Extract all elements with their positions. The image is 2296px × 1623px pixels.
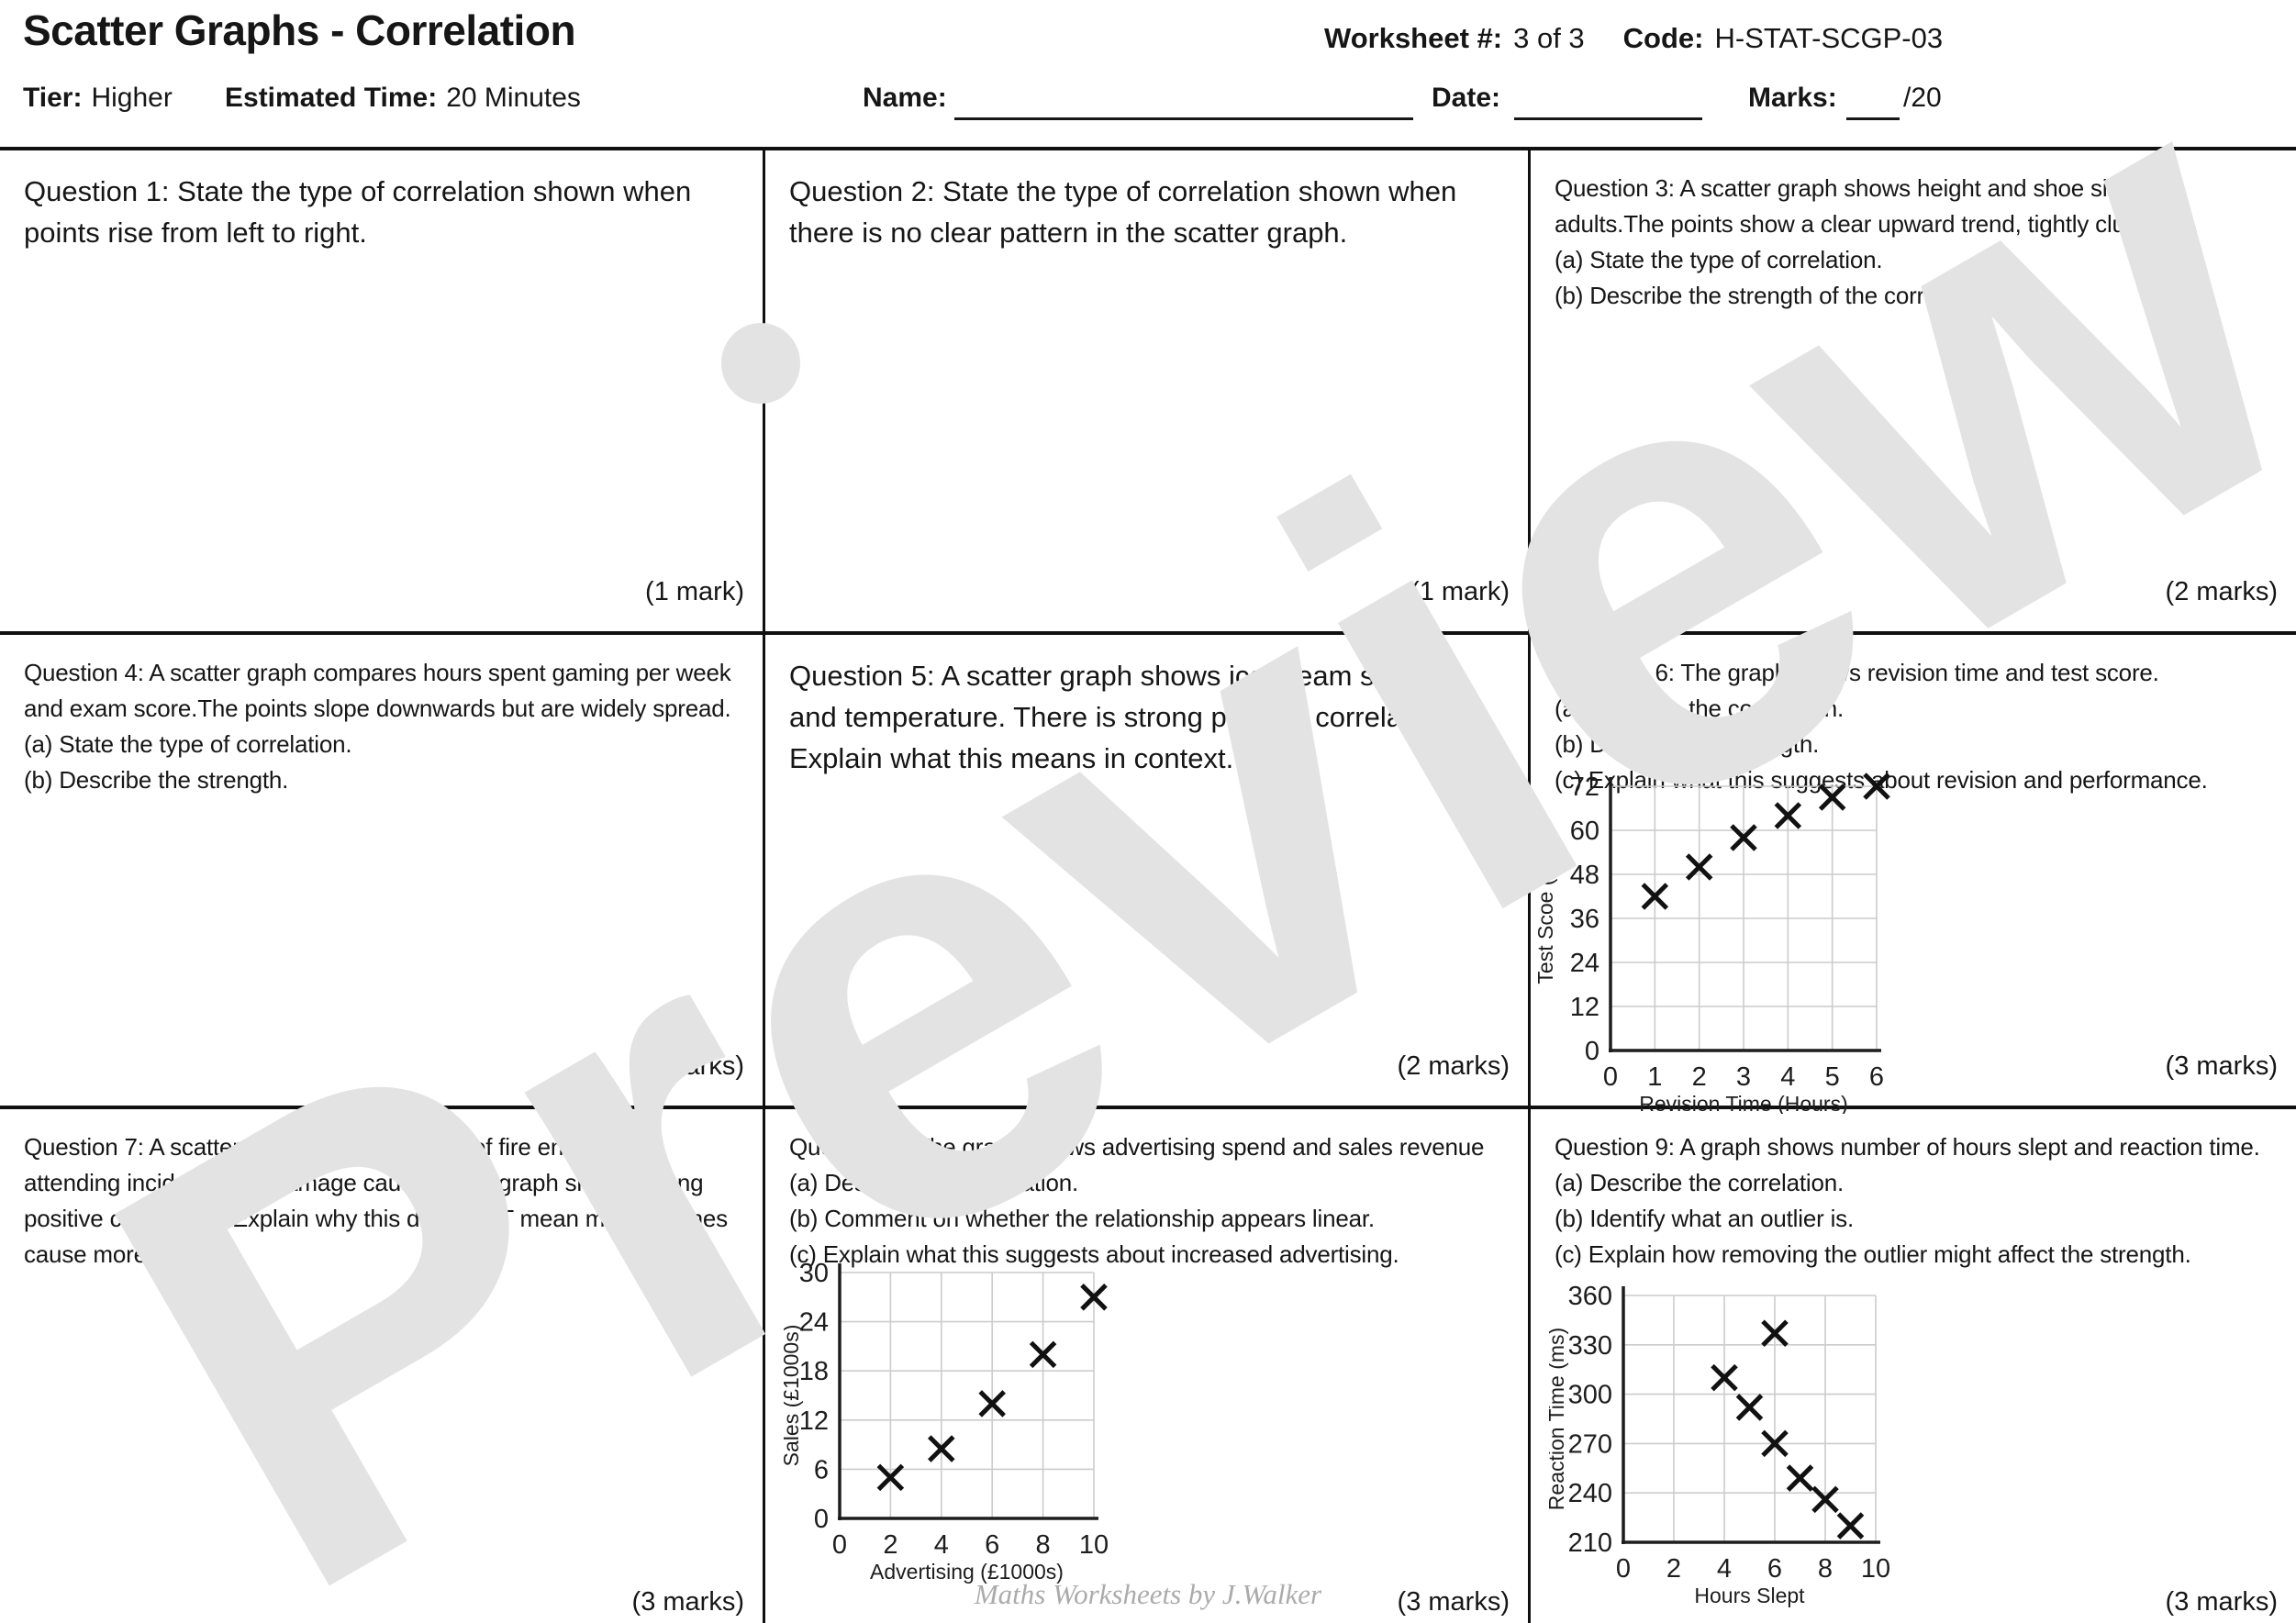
- code-label: Code:: [1622, 22, 1704, 54]
- question-6-text: Question 6: The graph shows revision tim…: [1555, 659, 2208, 794]
- svg-text:Reaction Time (ms): Reaction Time (ms): [1549, 1328, 1568, 1510]
- question-cell-9: Question 9: A graph shows number of hour…: [1531, 1109, 2296, 1623]
- svg-text:24: 24: [799, 1308, 829, 1338]
- svg-text:Revision Time (Hours): Revision Time (Hours): [1639, 1092, 1848, 1114]
- question-cell-1: Question 1: State the type of correlatio…: [0, 150, 765, 635]
- question-cell-5: Question 5: A scatter graph shows ice cr…: [765, 635, 1531, 1109]
- question-1-text: Question 1: State the type of correlatio…: [24, 175, 692, 249]
- svg-text:Advertising (£1000s): Advertising (£1000s): [870, 1560, 1064, 1584]
- question-8-marks: (3 marks): [1397, 1587, 1510, 1617]
- svg-text:24: 24: [1570, 949, 1599, 978]
- date-blank-line[interactable]: [1514, 117, 1702, 120]
- svg-text:0: 0: [1603, 1062, 1618, 1092]
- question-4-text: Question 4: A scatter graph compares hou…: [24, 659, 731, 794]
- question-7-marks: (3 marks): [631, 1587, 744, 1617]
- svg-text:30: 30: [799, 1262, 829, 1288]
- svg-text:4: 4: [1780, 1062, 1795, 1092]
- question-cell-7: Question 7: A scatter graph shows number…: [0, 1109, 765, 1623]
- svg-text:72: 72: [1570, 773, 1599, 802]
- marks-label: Marks:: [1748, 83, 1837, 113]
- svg-text:60: 60: [1570, 817, 1599, 846]
- svg-text:6: 6: [985, 1530, 999, 1560]
- svg-text:4: 4: [1717, 1554, 1732, 1584]
- svg-text:4: 4: [934, 1530, 949, 1560]
- worksheet-grid: Question 1: State the type of correlatio…: [0, 147, 2296, 1623]
- question-4-marks: (2 marks): [631, 1051, 744, 1081]
- question-8-text: Question 8: The graph shows advertising …: [789, 1133, 1485, 1268]
- svg-text:8: 8: [1818, 1554, 1833, 1584]
- svg-text:5: 5: [1825, 1062, 1840, 1092]
- svg-text:300: 300: [1568, 1381, 1612, 1410]
- question-cell-4: Question 4: A scatter graph compares hou…: [0, 635, 765, 1109]
- name-blank-line[interactable]: [954, 117, 1413, 120]
- svg-text:360: 360: [1568, 1282, 1612, 1311]
- question-cell-2: Question 2: State the type of correlatio…: [765, 150, 1531, 635]
- svg-text:330: 330: [1568, 1331, 1612, 1361]
- svg-text:48: 48: [1570, 861, 1599, 890]
- question-cell-3: Question 3: A scatter graph shows height…: [1531, 150, 2296, 635]
- svg-text:6: 6: [1767, 1554, 1782, 1584]
- svg-text:2: 2: [1692, 1062, 1707, 1092]
- date-label: Date:: [1432, 83, 1501, 113]
- svg-text:2: 2: [883, 1530, 897, 1560]
- question-2-text: Question 2: State the type of correlatio…: [789, 175, 1457, 249]
- question-cell-8: Question 8: The graph shows advertising …: [765, 1109, 1531, 1623]
- svg-text:10: 10: [1079, 1530, 1109, 1560]
- svg-text:270: 270: [1568, 1429, 1612, 1459]
- svg-text:6: 6: [1869, 1062, 1884, 1092]
- svg-text:2: 2: [1666, 1554, 1681, 1584]
- worksheet-number-label: Worksheet #:: [1324, 22, 1503, 54]
- question-5-marks: (2 marks): [1397, 1051, 1510, 1081]
- svg-text:210: 210: [1568, 1529, 1612, 1558]
- worksheet-meta-top: Worksheet #: 3 of 3 Code: H-STAT-SCGP-03: [1324, 22, 1943, 55]
- question-1-marks: (1 mark): [645, 577, 744, 606]
- svg-text:0: 0: [1585, 1037, 1599, 1066]
- svg-text:0: 0: [1616, 1554, 1631, 1584]
- question-6-marks: (3 marks): [2165, 1051, 2278, 1081]
- svg-text:Sales (£1000s): Sales (£1000s): [784, 1325, 803, 1467]
- question-9-marks: (3 marks): [2165, 1587, 2278, 1617]
- question-5-text: Question 5: A scatter graph shows ice cr…: [789, 660, 1456, 774]
- svg-text:8: 8: [1036, 1530, 1051, 1560]
- svg-text:240: 240: [1568, 1479, 1612, 1508]
- worksheet-number-value: 3 of 3: [1513, 22, 1585, 54]
- tier-value: Higher: [91, 83, 173, 113]
- svg-text:12: 12: [799, 1406, 829, 1436]
- question-cell-6: Question 6: The graph shows revision tim…: [1531, 635, 2296, 1114]
- code-value: H-STAT-SCGP-03: [1714, 22, 1944, 54]
- tier-field: Tier: Higher: [23, 83, 173, 113]
- question-7-text: Question 7: A scatter graph shows number…: [24, 1133, 728, 1268]
- svg-text:Test Scoe (%): Test Scoe (%): [1538, 852, 1557, 984]
- page-title: Scatter Graphs - Correlation: [23, 6, 576, 54]
- question-9-text: Question 9: A graph shows number of hour…: [1555, 1133, 2260, 1268]
- question-3-marks: (2 marks): [2165, 577, 2278, 606]
- svg-text:12: 12: [1570, 993, 1599, 1022]
- svg-text:6: 6: [814, 1455, 829, 1484]
- svg-text:18: 18: [799, 1357, 829, 1386]
- svg-text:0: 0: [832, 1530, 847, 1560]
- estimated-time-value: 20 Minutes: [446, 83, 581, 113]
- name-label: Name:: [863, 83, 947, 113]
- svg-text:1: 1: [1647, 1062, 1662, 1092]
- svg-text:Hours Slept: Hours Slept: [1694, 1584, 1805, 1607]
- sleep-scatter-chart: 210 240 270 300 330 360 0 2 4 6 8 10 Hours Slept Reac…: [1549, 1282, 1890, 1607]
- marks-total: /20: [1903, 83, 1942, 113]
- author-credit: Maths Worksheets by J.Walker: [974, 1578, 1322, 1610]
- svg-text:10: 10: [1861, 1554, 1890, 1584]
- estimated-time-field: Estimated Time: 20 Minutes: [225, 83, 581, 113]
- svg-text:36: 36: [1570, 905, 1599, 934]
- worksheet-meta-row: Tier: Higher Estimated Time: 20 Minutes Na…: [0, 83, 2296, 138]
- marks-blank-line[interactable]: [1846, 117, 1900, 120]
- svg-text:0: 0: [814, 1505, 829, 1534]
- question-3-text: Question 3: A scatter graph shows height…: [1555, 174, 2197, 309]
- svg-text:3: 3: [1736, 1062, 1751, 1092]
- question-2-marks: (1 mark): [1410, 577, 1510, 606]
